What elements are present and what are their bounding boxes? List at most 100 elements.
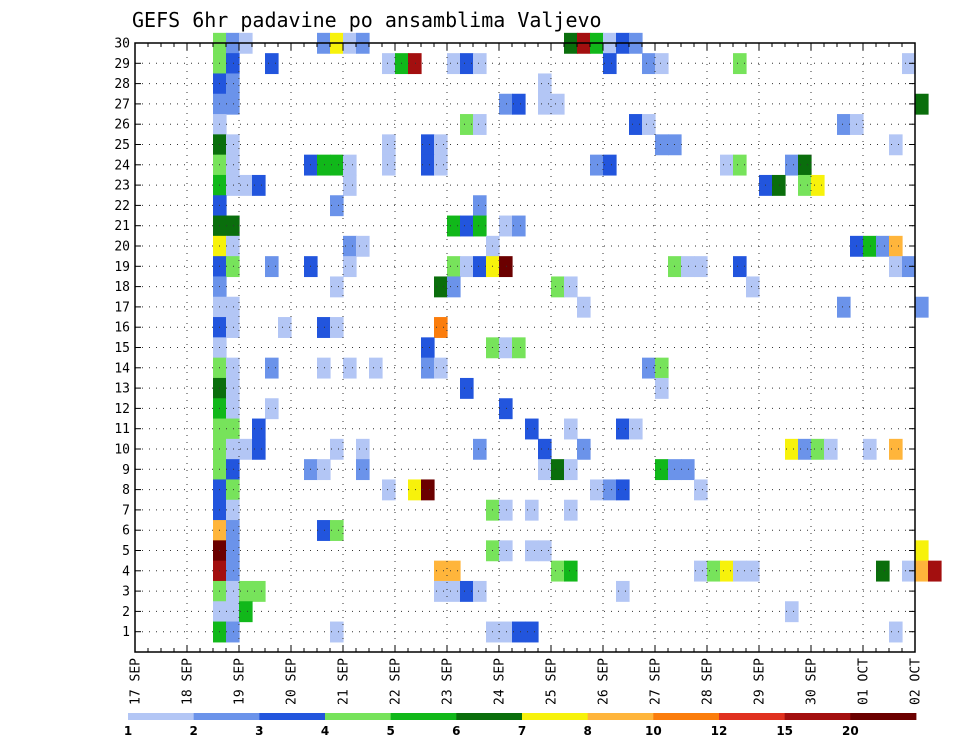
heatmap-cell: [265, 398, 279, 420]
heatmap-cell: [226, 520, 240, 541]
x-tick-label: 01 OCT: [857, 658, 872, 705]
heatmap-cell: [434, 317, 448, 338]
heatmap-cell: [733, 154, 747, 176]
heatmap-cell: [564, 459, 578, 481]
y-tick-label: 24: [114, 158, 130, 173]
heatmap-cell: [876, 560, 890, 582]
heatmap-cell: [421, 134, 435, 156]
heatmap-cell: [733, 256, 747, 278]
y-tick-label: 28: [114, 77, 130, 92]
x-tick-label: 17 SEP: [129, 658, 144, 705]
heatmap-cell: [447, 256, 461, 278]
heatmap-cell: [343, 235, 357, 257]
y-tick-label: 6: [122, 524, 130, 539]
heatmap-cell: [382, 479, 396, 501]
heatmap-cell: [551, 459, 565, 481]
x-tick-label: 18 SEP: [181, 658, 196, 705]
heatmap-cell: [902, 560, 916, 582]
heatmap-cell: [889, 438, 903, 460]
colorbar-label: 2: [189, 724, 197, 738]
x-tick-label: 20 SEP: [285, 658, 300, 705]
heatmap-cell: [252, 418, 266, 440]
heatmap-cell: [239, 601, 253, 623]
heatmap-cell: [226, 377, 240, 399]
heatmap-cell: [226, 398, 240, 420]
y-tick-label: 4: [122, 564, 130, 579]
colorbar-segment: [850, 713, 917, 720]
heatmap-cell: [720, 154, 734, 176]
colorbar-segment: [259, 713, 326, 720]
heatmap-cell: [460, 114, 474, 135]
heatmap-cell: [837, 114, 851, 135]
heatmap-cell: [902, 256, 916, 278]
heatmap-cell: [421, 479, 435, 501]
heatmap-cell: [564, 276, 578, 298]
heatmap-cell: [811, 438, 825, 460]
y-tick-label: 22: [114, 199, 130, 214]
heatmap-cell: [655, 459, 669, 481]
heatmap-cell: [226, 357, 240, 379]
y-tick-label: 19: [114, 260, 130, 275]
x-axis-labels: 17 SEP 18 SEP 19 SEP 20 SEP 21 SEP 22 SEP 23 S…: [129, 658, 924, 705]
heatmap-cell: [499, 337, 513, 359]
x-tick-label: 30 SEP: [805, 658, 820, 705]
y-tick-label: 23: [114, 179, 130, 194]
heatmap-cell: [616, 479, 630, 501]
heatmap-cell: [382, 154, 396, 176]
heatmap-cell: [785, 601, 799, 623]
colorbar-segment: [193, 713, 260, 720]
heatmap-cell: [473, 438, 487, 460]
heatmap-cell: [499, 215, 513, 237]
colorbar-label: 20: [842, 724, 859, 738]
heatmap-cell: [317, 154, 331, 176]
heatmap-cell: [226, 621, 240, 643]
heatmap-cell: [460, 53, 474, 75]
heatmap-cell: [330, 621, 344, 643]
heatmap-cell: [889, 134, 903, 156]
x-tick-label: 02 OCT: [909, 658, 924, 705]
heatmap-cell: [694, 256, 708, 278]
heatmap-cell: [538, 459, 552, 481]
heatmap-cell: [421, 337, 435, 359]
heatmap-cell: [460, 215, 474, 237]
heatmap-cell: [239, 580, 253, 602]
x-tick-label: 24 SEP: [493, 658, 508, 705]
x-tick-label: 28 SEP: [701, 658, 716, 705]
colorbar-label: 15: [776, 724, 793, 738]
y-tick-label: 5: [122, 544, 130, 559]
y-tick-label: 18: [114, 280, 130, 295]
heatmap-cell: [915, 93, 929, 115]
colorbar-label: 4: [321, 724, 329, 738]
heatmap-cell: [603, 479, 617, 501]
heatmap-cell: [226, 459, 240, 481]
heatmap-cell: [915, 540, 929, 562]
heatmap-cell: [694, 560, 708, 582]
heatmap-cell: [499, 621, 513, 643]
heatmap-cell: [265, 256, 279, 278]
y-tick-label: 10: [114, 443, 130, 458]
heatmap-cell: [343, 256, 357, 278]
colorbar-label: 5: [386, 724, 394, 738]
y-tick-label: 16: [114, 321, 130, 336]
heatmap-cell: [876, 235, 890, 257]
heatmap-cell: [499, 398, 513, 420]
heatmap-cell: [629, 114, 643, 135]
heatmap-cell: [538, 93, 552, 115]
heatmap-cell: [226, 154, 240, 176]
heatmap-cell: [382, 53, 396, 75]
heatmap-cell: [785, 154, 799, 176]
heatmap-cell: [499, 499, 513, 521]
heatmap-cell: [733, 560, 747, 582]
heatmap-cell: [525, 621, 539, 643]
heatmap-cell: [538, 73, 552, 95]
heatmap-cell: [499, 93, 513, 115]
heatmap-cell: [928, 560, 942, 582]
heatmap-cell: [590, 479, 604, 501]
heatmap-cell: [616, 580, 630, 602]
colorbar-label: 8: [583, 724, 591, 738]
heatmap-cell: [434, 580, 448, 602]
heatmap-cell: [330, 154, 344, 176]
heatmap-cell: [499, 540, 513, 562]
heatmap-cell: [226, 560, 240, 582]
heatmap-cell: [447, 276, 461, 298]
